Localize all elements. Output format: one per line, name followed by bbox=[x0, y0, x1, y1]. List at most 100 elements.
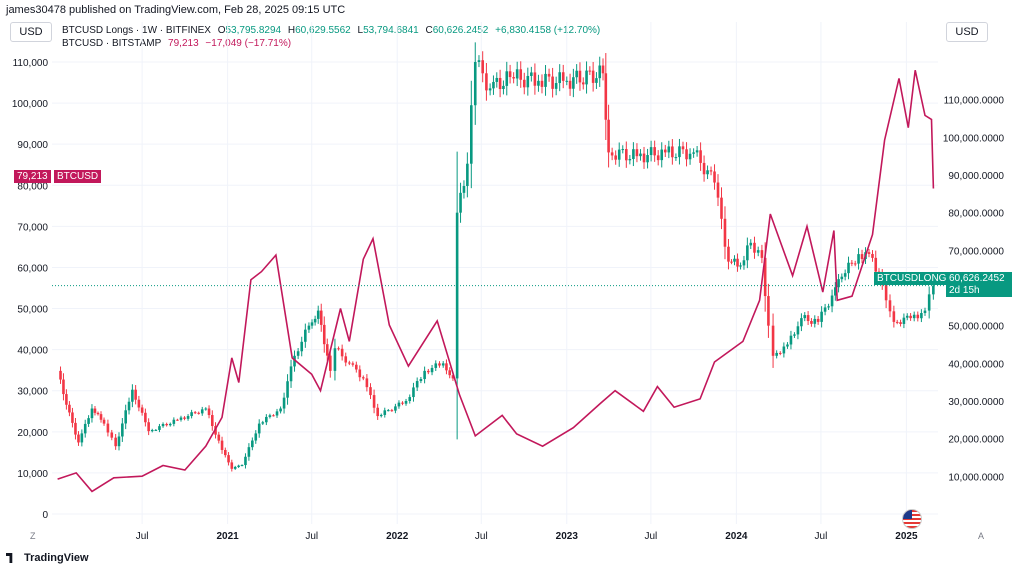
candle-body bbox=[333, 348, 337, 371]
x-axis-tick: 2024 bbox=[725, 531, 748, 542]
candle-body bbox=[348, 362, 351, 364]
candle-body bbox=[816, 318, 820, 322]
legend-longs-high: H60,629.5562 bbox=[287, 25, 351, 36]
candle-body bbox=[251, 440, 254, 448]
legend-longs-change: +6,830.4158 (+12.70%) bbox=[495, 25, 601, 36]
candle-body bbox=[909, 315, 912, 319]
left-axis-tick: 20,000 bbox=[17, 428, 48, 439]
candle-body bbox=[390, 410, 394, 412]
candle-body bbox=[522, 79, 526, 88]
candle-body bbox=[871, 253, 874, 258]
candle-body bbox=[65, 394, 68, 405]
candle-body bbox=[369, 387, 372, 396]
candle-body bbox=[746, 245, 749, 261]
left-unit-badge[interactable]: USD bbox=[10, 22, 52, 42]
longs-symbol-tag: BTCUSDLONGS bbox=[874, 272, 957, 285]
zoom-button[interactable]: Z bbox=[30, 531, 36, 541]
x-axis-tick: 2023 bbox=[556, 531, 579, 542]
candle-body bbox=[372, 395, 376, 408]
candle-body bbox=[649, 147, 653, 156]
candle-body bbox=[423, 370, 426, 380]
legend-longs-open: O53,795.8294 bbox=[217, 25, 282, 36]
candle-body bbox=[692, 152, 695, 154]
candle-body bbox=[850, 262, 854, 264]
candle-body bbox=[512, 77, 515, 79]
candle-body bbox=[895, 321, 899, 323]
candle-body bbox=[172, 419, 176, 424]
candle-body bbox=[227, 455, 230, 463]
auto-scale-button[interactable]: A bbox=[978, 531, 985, 541]
candle-body bbox=[412, 387, 415, 398]
candle-body bbox=[361, 377, 365, 379]
candle-body bbox=[561, 72, 565, 81]
longs-countdown: 2d 15h bbox=[946, 284, 1012, 297]
candle-body bbox=[90, 408, 94, 419]
candle-body bbox=[598, 65, 602, 79]
candle-body bbox=[823, 307, 827, 312]
candle-body bbox=[161, 423, 165, 427]
candle-body bbox=[434, 363, 438, 368]
candle-body bbox=[537, 80, 540, 86]
candle-body bbox=[451, 375, 455, 379]
candle-body bbox=[394, 406, 397, 411]
candle-body bbox=[102, 419, 106, 424]
candle-body bbox=[902, 317, 906, 324]
candle-body bbox=[470, 105, 473, 164]
candle-body bbox=[607, 119, 610, 153]
candle-body bbox=[300, 341, 304, 352]
candle-body bbox=[551, 76, 554, 89]
candle-body bbox=[674, 157, 678, 159]
candle-body bbox=[217, 434, 221, 441]
candle-body bbox=[158, 426, 161, 430]
candle-body bbox=[244, 456, 247, 466]
candle-body bbox=[625, 149, 628, 161]
tradingview-footer[interactable]: TradingView bbox=[6, 552, 89, 564]
candle-body bbox=[716, 182, 720, 198]
candle-body bbox=[847, 262, 850, 274]
candle-body bbox=[193, 412, 197, 414]
candle-body bbox=[671, 146, 674, 158]
candle-body bbox=[932, 285, 935, 295]
legend-btcusd-name: BTCUSD · BITSTAMP bbox=[62, 38, 162, 49]
candle-body bbox=[685, 149, 688, 160]
candle-body bbox=[699, 150, 702, 163]
candle-body bbox=[344, 356, 348, 363]
candle-body bbox=[810, 320, 813, 324]
candle-body bbox=[210, 415, 214, 427]
candle-body bbox=[117, 436, 121, 447]
candle-body bbox=[736, 258, 739, 267]
candle-body bbox=[137, 399, 141, 408]
candle-body bbox=[466, 163, 469, 187]
candle-body bbox=[786, 344, 789, 347]
candle-body bbox=[544, 73, 547, 87]
candle-body bbox=[268, 415, 272, 417]
candle-body bbox=[782, 346, 786, 354]
right-axis-tick: 50,000.0000 bbox=[948, 322, 1004, 333]
candle-body bbox=[656, 155, 660, 161]
candle-body bbox=[923, 310, 927, 314]
candle-body bbox=[588, 70, 592, 72]
right-axis-tick: 10,000.0000 bbox=[948, 472, 1004, 483]
candle-body bbox=[261, 422, 265, 424]
candle-body bbox=[568, 80, 572, 89]
candle-body bbox=[310, 322, 314, 326]
candle-body bbox=[93, 408, 97, 413]
right-axis-tick: 110,000.0000 bbox=[944, 96, 1005, 107]
right-unit-badge[interactable]: USD bbox=[946, 22, 988, 42]
candle-body bbox=[401, 402, 404, 404]
candle-body bbox=[695, 150, 699, 153]
candle-body bbox=[237, 465, 240, 467]
candle-body bbox=[800, 318, 803, 327]
candle-body bbox=[526, 75, 530, 88]
candle-body bbox=[502, 85, 505, 90]
candle-body bbox=[379, 414, 383, 417]
candle-body bbox=[71, 412, 74, 423]
candle-body bbox=[610, 152, 614, 156]
candle-body bbox=[316, 310, 320, 319]
left-axis-tick: 90,000 bbox=[17, 140, 48, 151]
candle-body bbox=[775, 352, 778, 356]
candle-body bbox=[404, 401, 408, 404]
candle-body bbox=[820, 311, 823, 322]
candle-body bbox=[179, 417, 183, 420]
